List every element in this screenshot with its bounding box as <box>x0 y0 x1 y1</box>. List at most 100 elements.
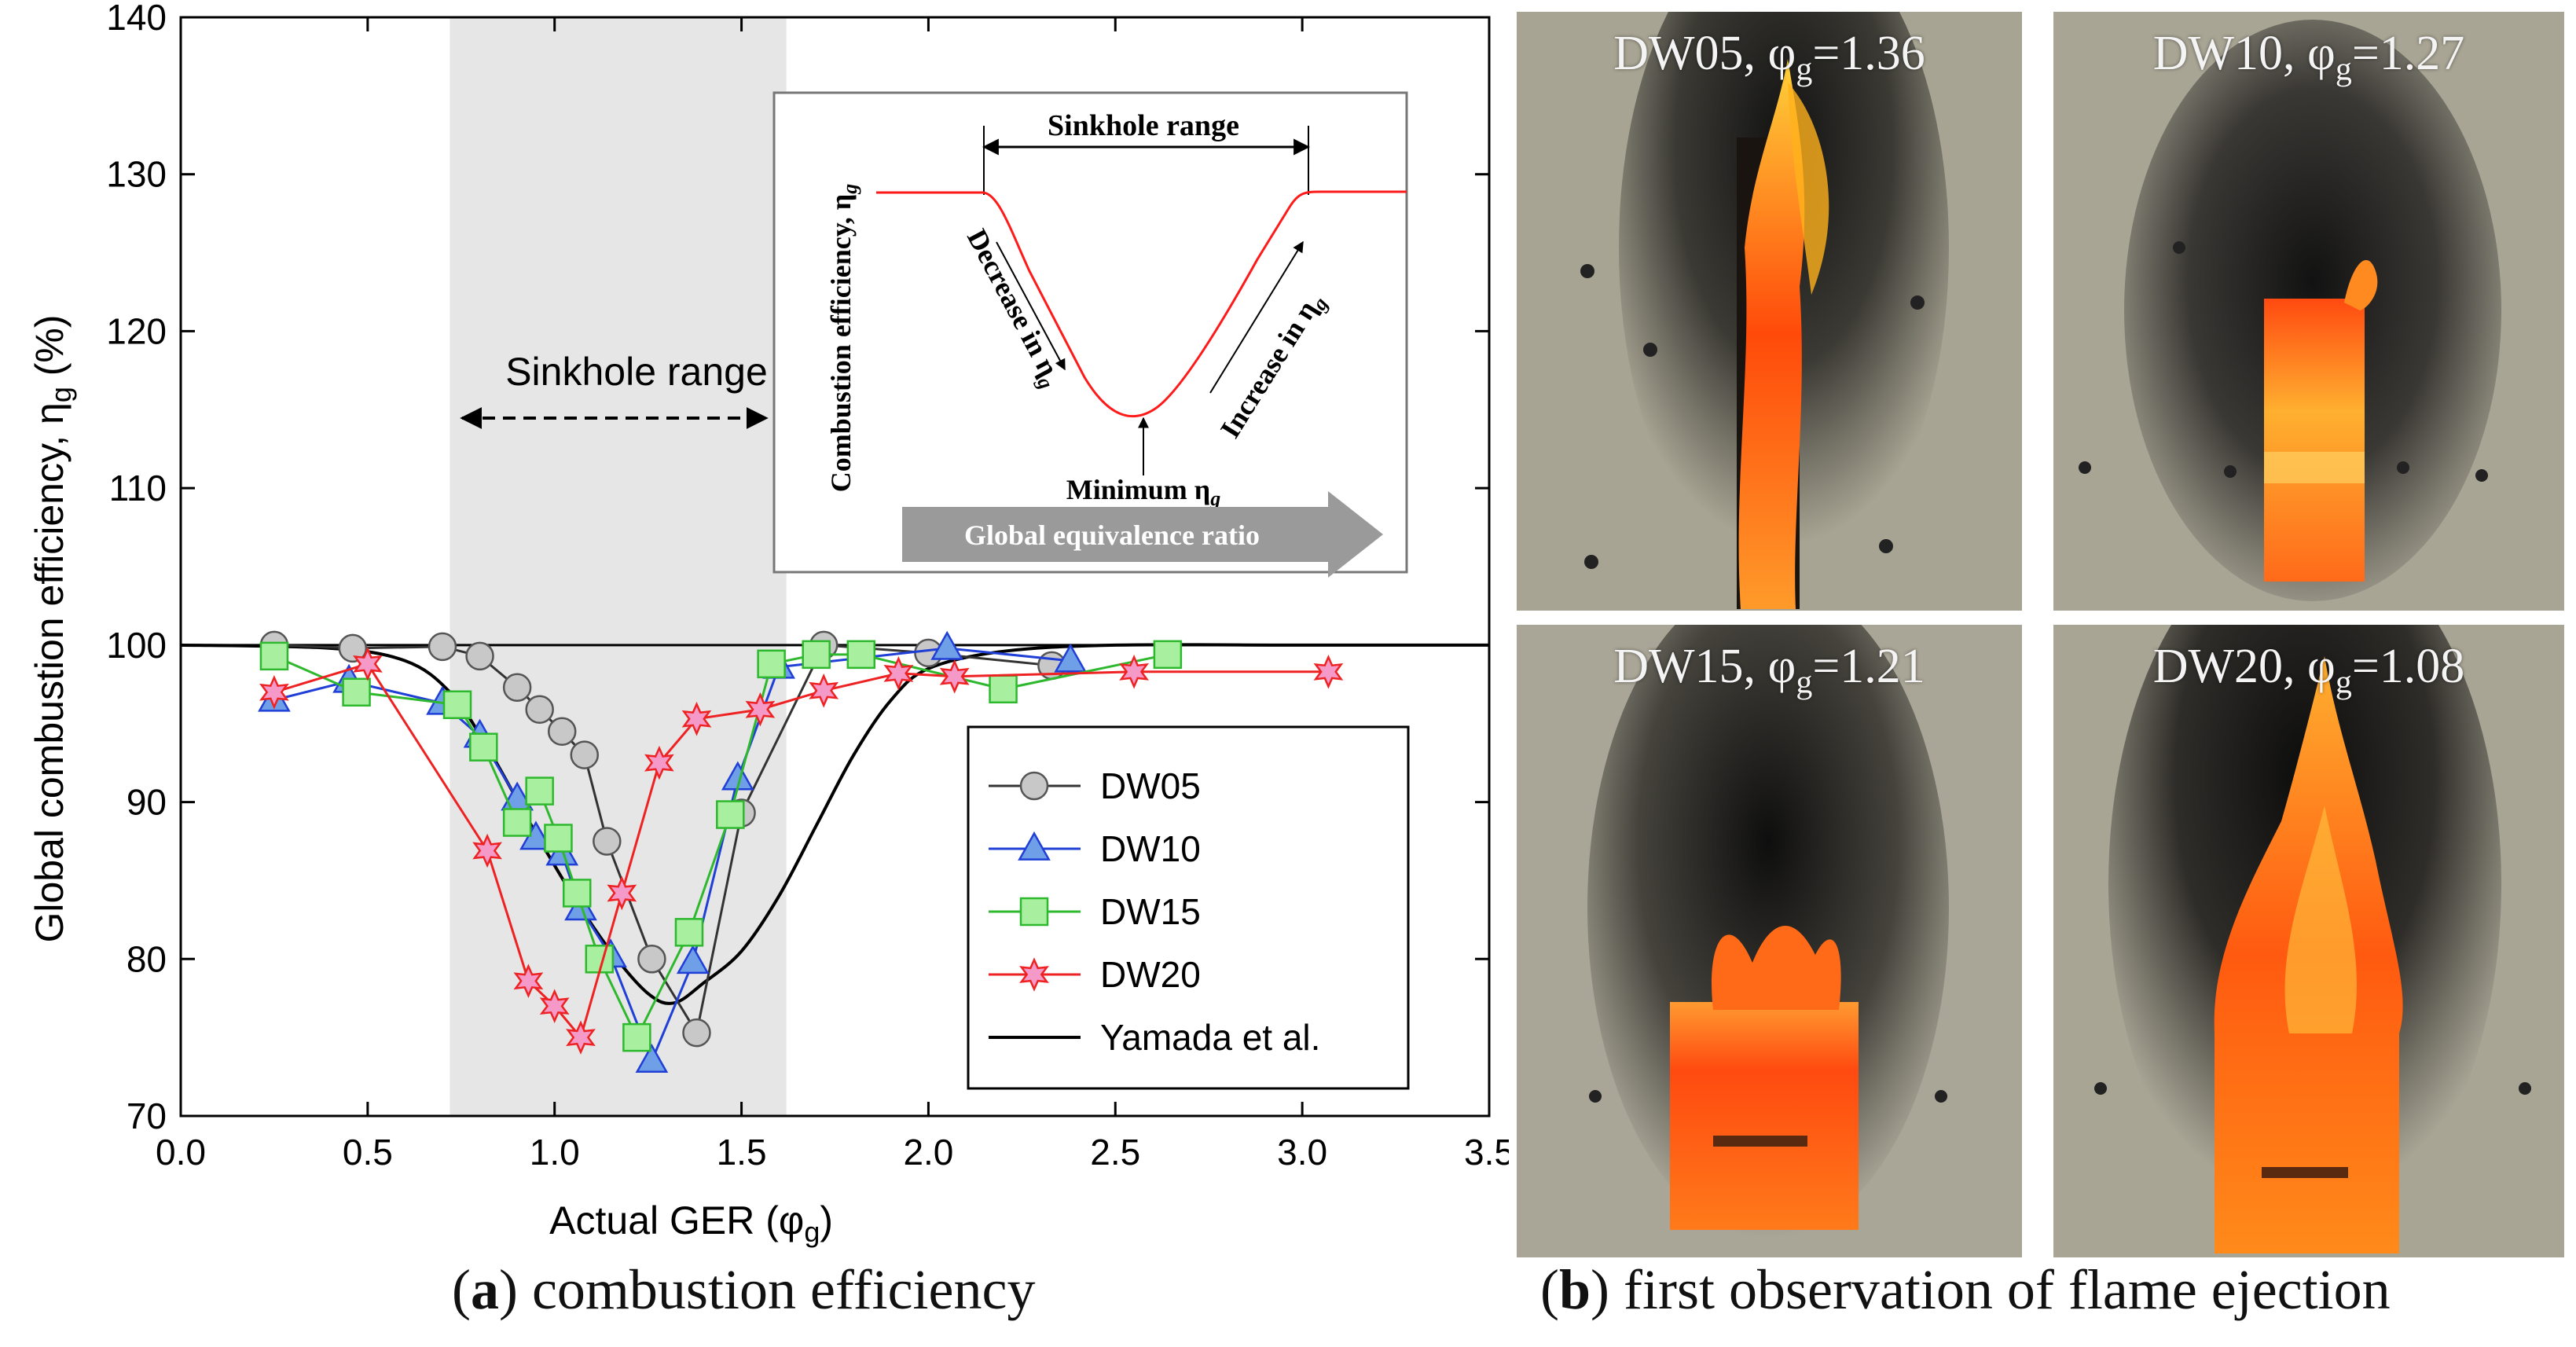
legend-item-yamada-et-al: Yamada et al. <box>989 1017 1320 1058</box>
y-tick-label: 70 <box>127 1096 167 1136</box>
legend: DW05 DW10 DW15 DW20 Yamada et al. <box>967 725 1410 1090</box>
photo-dw20: DW20, φg=1.08 <box>2053 625 2564 1257</box>
inset-x-axis-label: Global equivalence ratio <box>964 519 1260 551</box>
y-axis-label: Global combustion efficiency, ηg (%) <box>28 314 77 942</box>
photo-dw15: DW15, φg=1.21 <box>1517 625 2022 1257</box>
data-point-dw20 <box>939 659 970 694</box>
inset-x-axis-arrow <box>902 491 1383 578</box>
data-point-dw15 <box>716 800 745 829</box>
photo-dw05: DW05, φg=1.36 <box>1517 12 2022 611</box>
legend-label: DW10 <box>1100 828 1201 869</box>
series-dw15 <box>259 640 1183 1052</box>
legend-swatch-marker <box>1018 831 1051 861</box>
data-point-dw05 <box>637 945 666 974</box>
data-point-dw15 <box>544 824 573 853</box>
y-tick-label: 110 <box>109 468 167 508</box>
caption-b: (b) first observation of flame ejection <box>1540 1258 2391 1321</box>
data-point-dw20 <box>353 646 383 681</box>
series-dw20 <box>259 646 1344 1055</box>
x-tick-label: 2.0 <box>903 1132 953 1173</box>
data-point-dw20 <box>513 963 544 998</box>
data-point-dw15 <box>802 640 831 670</box>
inset-minimum-label: Minimum ηg <box>1066 474 1220 510</box>
data-point-dw10 <box>1054 643 1088 673</box>
y-tick-label: 120 <box>106 310 167 351</box>
inset-title: Sinkhole range <box>1048 109 1239 142</box>
axis-ticks: 0.0 0.5 1.0 1.5 2.0 2.5 3.0 3.5 70 80 90 100 110 120 1… <box>106 0 1509 1173</box>
x-tick-label: 0.0 <box>156 1132 206 1173</box>
data-point-dw10 <box>635 1044 669 1073</box>
data-point-dw15 <box>469 732 498 762</box>
x-tick-label: 1.5 <box>717 1132 767 1173</box>
inset-y-label: Combustion efficiency, ηg <box>825 184 861 492</box>
flame-photo-dw10 <box>2053 12 2564 611</box>
data-point-dw10 <box>930 630 964 660</box>
data-point-dw15 <box>674 918 704 947</box>
legend-label: Yamada et al. <box>1100 1017 1320 1058</box>
data-point-dw15 <box>757 649 786 679</box>
data-point-dw05 <box>547 717 577 746</box>
data-point-dw05 <box>338 633 368 663</box>
legend-item-dw10: DW10 <box>989 828 1201 869</box>
data-point-dw20 <box>883 655 914 691</box>
legend-swatch-marker <box>1019 897 1049 927</box>
flame-photo-dw15 <box>1517 625 2022 1257</box>
data-point-dw15 <box>989 674 1018 704</box>
sinkhole-range-label: Sinkhole range <box>505 350 768 394</box>
y-tick-label: 140 <box>106 0 167 38</box>
photo-label-dw05: DW05, φg=1.36 <box>1613 27 1925 88</box>
flame-photo-dw20 <box>2053 625 2564 1257</box>
data-point-dw20 <box>809 673 839 708</box>
data-point-dw20 <box>745 692 776 727</box>
legend-item-dw05: DW05 <box>989 765 1201 806</box>
legend-label: DW05 <box>1100 765 1201 806</box>
data-point-dw20 <box>607 875 637 911</box>
caption-a: (a) combustion efficiency <box>452 1258 1036 1321</box>
x-tick-label: 3.5 <box>1464 1132 1509 1173</box>
data-point-dw20 <box>644 745 674 780</box>
y-tick-label: 130 <box>106 154 167 195</box>
photo-dw10: DW10, φg=1.27 <box>2053 12 2564 611</box>
plot-frame <box>179 16 1491 1118</box>
photo-label-dw10: DW10, φg=1.27 <box>2152 27 2465 88</box>
data-point-dw20 <box>259 674 289 710</box>
x-tick-label: 0.5 <box>343 1132 393 1173</box>
data-point-dw05 <box>465 641 494 671</box>
data-point-dw15 <box>342 677 371 707</box>
sinkhole-range-band <box>450 17 787 1116</box>
photo-label-dw20: DW20, φg=1.08 <box>2152 640 2465 701</box>
legend-item-dw15: DW15 <box>989 891 1201 932</box>
data-point-dw05 <box>682 1018 711 1048</box>
data-point-dw15 <box>622 1022 651 1052</box>
legend-item-dw20: DW20 <box>989 954 1201 995</box>
data-point-dw15 <box>502 808 532 837</box>
legend-label: DW20 <box>1100 954 1201 995</box>
y-tick-label: 80 <box>127 938 167 979</box>
data-point-dw15 <box>442 690 472 719</box>
inset-increase-arrow <box>1209 240 1304 394</box>
inset-efficiency-curve <box>876 190 1407 418</box>
data-point-dw15 <box>1153 640 1183 670</box>
inset-diagram: Sinkhole range Decrease in ηg Increase i… <box>772 91 1408 578</box>
inset-decrease-arrow <box>996 241 1066 371</box>
data-point-dw15 <box>846 640 876 670</box>
x-tick-label: 1.0 <box>530 1132 580 1173</box>
data-point-dw05 <box>593 827 622 856</box>
photo-label-dw15: DW15, φg=1.21 <box>1613 640 1925 701</box>
data-point-dw05 <box>427 632 457 662</box>
x-tick-label: 3.0 <box>1277 1132 1327 1173</box>
data-point-dw20 <box>472 833 502 868</box>
data-point-dw15 <box>525 776 554 806</box>
data-point-dw20 <box>566 1020 596 1055</box>
data-point-dw20 <box>539 989 570 1023</box>
combustion-efficiency-chart: 0.0 0.5 1.0 1.5 2.0 2.5 3.0 3.5 70 80 90 100 110 120 1… <box>28 0 1509 1248</box>
data-point-dw15 <box>259 641 289 671</box>
data-point-dw05 <box>502 673 532 703</box>
legend-swatch-marker <box>1019 771 1049 801</box>
data-point-dw05 <box>570 740 600 769</box>
data-point-dw20 <box>1119 654 1149 689</box>
y-tick-label: 90 <box>127 782 167 823</box>
data-point-dw15 <box>563 879 592 908</box>
y-tick-label: 100 <box>106 625 167 666</box>
legend-swatch-marker <box>1019 957 1049 992</box>
